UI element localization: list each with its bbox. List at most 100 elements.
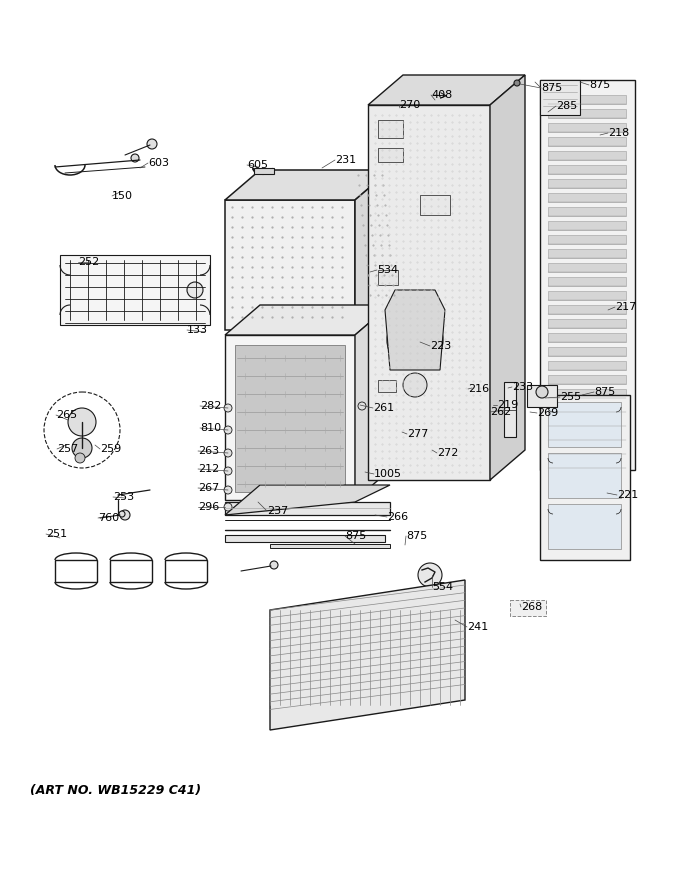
Polygon shape [270, 580, 465, 730]
Circle shape [224, 486, 232, 494]
Text: 875: 875 [589, 80, 610, 90]
Polygon shape [540, 80, 635, 470]
Text: 277: 277 [407, 429, 428, 439]
Bar [378, 148, 403, 162]
Bar [548, 375, 626, 384]
Bar [548, 207, 626, 216]
Circle shape [387, 312, 443, 368]
Text: 875: 875 [541, 83, 562, 93]
Bar [548, 179, 626, 188]
Circle shape [75, 453, 85, 463]
Text: 263: 263 [198, 446, 219, 456]
Circle shape [224, 467, 232, 475]
Text: 221: 221 [617, 490, 639, 500]
Polygon shape [225, 170, 390, 200]
Polygon shape [540, 80, 580, 115]
Bar [548, 277, 626, 286]
Text: 272: 272 [437, 448, 458, 458]
Circle shape [224, 404, 232, 412]
Polygon shape [355, 305, 390, 500]
Text: 255: 255 [560, 392, 581, 402]
Circle shape [119, 511, 125, 517]
Text: 218: 218 [608, 128, 629, 138]
Bar [548, 221, 626, 230]
Circle shape [224, 449, 232, 457]
Text: 265: 265 [56, 410, 77, 420]
Circle shape [120, 510, 130, 520]
Polygon shape [368, 75, 525, 105]
Bar [548, 305, 626, 314]
Circle shape [131, 154, 139, 162]
Bar [548, 319, 626, 328]
Bar [548, 235, 626, 244]
Bar [548, 459, 626, 468]
Polygon shape [540, 395, 630, 560]
Bar [527, 385, 557, 407]
Circle shape [418, 563, 442, 587]
Circle shape [403, 373, 427, 397]
Polygon shape [225, 335, 355, 500]
Text: 133: 133 [187, 325, 208, 335]
Bar [548, 151, 626, 160]
Text: 875: 875 [345, 531, 367, 541]
Bar [548, 431, 626, 440]
Circle shape [224, 503, 232, 511]
Bar [548, 453, 621, 498]
Bar [548, 193, 626, 202]
Bar [548, 389, 626, 398]
Text: (ART NO. WB15229 C41): (ART NO. WB15229 C41) [30, 783, 201, 796]
Bar [110, 560, 152, 582]
Polygon shape [355, 170, 390, 330]
Text: 150: 150 [112, 191, 133, 201]
Text: 233: 233 [512, 382, 533, 392]
Polygon shape [225, 485, 390, 515]
Text: 1005: 1005 [374, 469, 402, 479]
Text: 253: 253 [113, 492, 134, 502]
Text: 223: 223 [430, 341, 452, 351]
Text: 810: 810 [200, 423, 221, 433]
Polygon shape [235, 345, 345, 492]
Text: 252: 252 [78, 257, 99, 267]
Circle shape [514, 80, 520, 86]
Text: 534: 534 [377, 265, 398, 275]
Text: 251: 251 [46, 529, 67, 539]
Circle shape [407, 332, 423, 348]
Bar [548, 263, 626, 272]
Text: 603: 603 [148, 158, 169, 168]
Circle shape [358, 402, 366, 410]
Text: 269: 269 [537, 408, 558, 418]
Bar [55, 560, 97, 582]
Bar [548, 417, 626, 426]
Text: 219: 219 [497, 400, 518, 410]
Text: 259: 259 [100, 444, 121, 454]
Polygon shape [270, 544, 390, 548]
Bar [548, 361, 626, 370]
Bar [548, 403, 626, 412]
Polygon shape [225, 502, 390, 515]
Bar [420, 195, 450, 215]
Circle shape [397, 322, 433, 358]
Bar [510, 600, 546, 616]
Text: 216: 216 [468, 384, 489, 394]
Bar [548, 291, 626, 300]
Text: 875: 875 [406, 531, 427, 541]
Text: 605: 605 [247, 160, 268, 170]
Circle shape [270, 561, 278, 569]
Text: 875: 875 [594, 387, 615, 397]
Text: 241: 241 [467, 622, 488, 632]
Bar [60, 255, 210, 325]
Bar [378, 380, 396, 392]
Text: 282: 282 [200, 401, 222, 411]
Circle shape [187, 282, 203, 298]
Text: 231: 231 [335, 155, 356, 165]
Text: 270: 270 [399, 100, 420, 110]
Bar [548, 95, 626, 104]
Circle shape [68, 408, 96, 436]
Polygon shape [490, 75, 525, 480]
Polygon shape [225, 535, 385, 542]
Bar [548, 504, 621, 549]
Circle shape [224, 426, 232, 434]
Text: 212: 212 [198, 464, 219, 474]
Bar [548, 165, 626, 174]
Bar [378, 270, 398, 285]
